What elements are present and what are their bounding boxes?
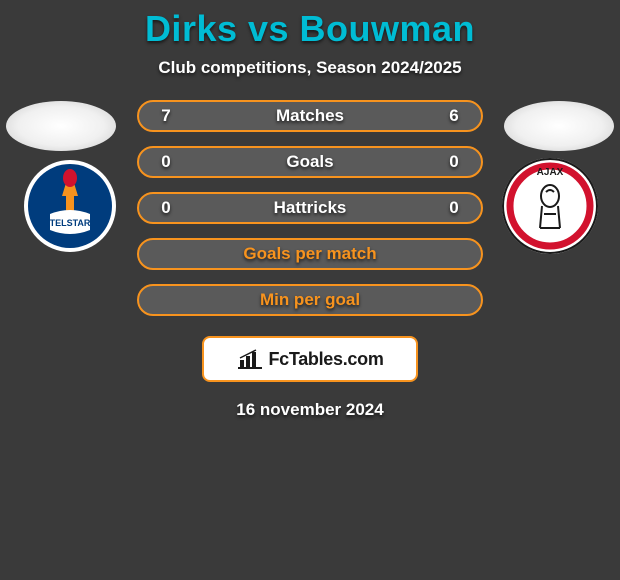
club-badge-right: AJAX: [500, 156, 600, 256]
stat-label: Matches: [179, 106, 441, 126]
brand-link[interactable]: FcTables.com: [202, 336, 418, 382]
date-text: 16 november 2024: [0, 400, 620, 420]
telstar-crest-icon: TELSTAR: [20, 156, 120, 256]
comparison-card: Dirks vs Bouwman Club competitions, Seas…: [0, 0, 620, 420]
brand-text: FcTables.com: [268, 349, 383, 370]
subtitle: Club competitions, Season 2024/2025: [0, 58, 620, 78]
main-area: TELSTAR AJAX 7 Matches 6 0 Goals: [0, 96, 620, 420]
stat-row-min-per-goal: Min per goal: [137, 284, 483, 316]
stat-left-value: 0: [153, 198, 179, 218]
stat-rows: 7 Matches 6 0 Goals 0 0 Hattricks 0 Goal…: [137, 96, 483, 316]
bar-chart-icon: [236, 348, 264, 370]
stat-row-goals-per-match: Goals per match: [137, 238, 483, 270]
svg-text:TELSTAR: TELSTAR: [50, 218, 91, 228]
page-title: Dirks vs Bouwman: [0, 8, 620, 50]
stat-row-matches: 7 Matches 6: [137, 100, 483, 132]
stat-label: Goals per match: [153, 244, 467, 264]
stat-label: Min per goal: [153, 290, 467, 310]
ellipse-placeholder: [6, 101, 116, 151]
stat-left-value: 0: [153, 152, 179, 172]
club-badge-left: TELSTAR: [20, 156, 120, 256]
stat-label: Goals: [179, 152, 441, 172]
svg-text:AJAX: AJAX: [537, 167, 564, 178]
ellipse-placeholder: [504, 101, 614, 151]
stat-right-value: 0: [441, 198, 467, 218]
player-photo-left: [6, 101, 116, 151]
stat-row-goals: 0 Goals 0: [137, 146, 483, 178]
stat-row-hattricks: 0 Hattricks 0: [137, 192, 483, 224]
player-photo-right: [504, 101, 614, 151]
stat-right-value: 0: [441, 152, 467, 172]
stat-left-value: 7: [153, 106, 179, 126]
ajax-crest-icon: AJAX: [500, 156, 600, 256]
stat-right-value: 6: [441, 106, 467, 126]
stat-label: Hattricks: [179, 198, 441, 218]
